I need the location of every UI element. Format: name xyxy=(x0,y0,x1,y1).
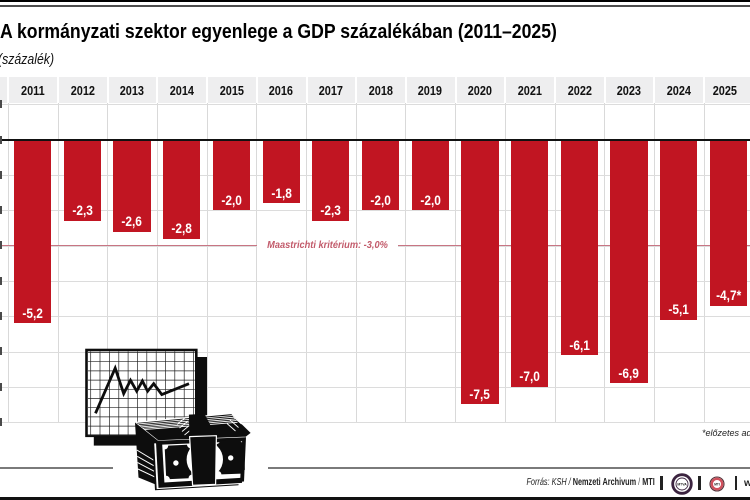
svg-text:MTVA: MTVA xyxy=(677,482,687,486)
svg-text:MTI: MTI xyxy=(714,482,720,486)
